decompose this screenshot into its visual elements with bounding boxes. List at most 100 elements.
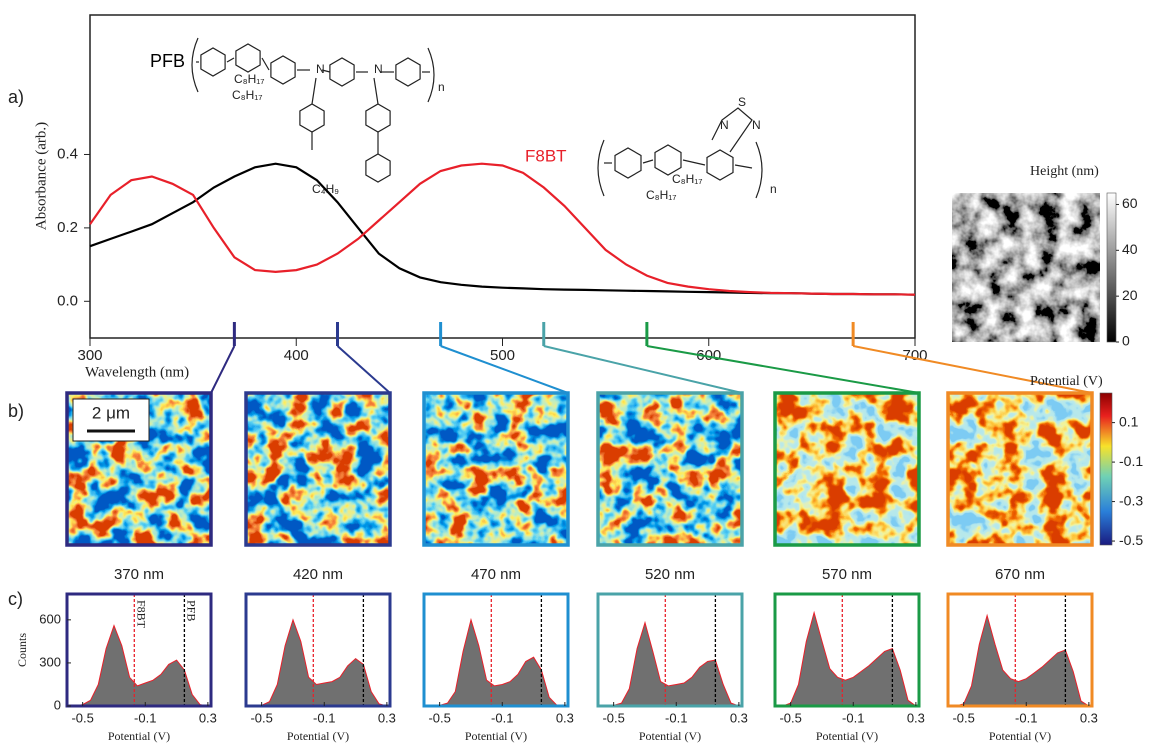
x-tick-label: -0.1 (134, 710, 156, 725)
y-axis-label: Absorbance (arb.) (33, 122, 49, 230)
structure-label: n (438, 80, 445, 94)
ring (365, 103, 391, 133)
connector (440, 345, 569, 394)
x-tick-label: 600 (696, 347, 721, 364)
series-label: PFB (150, 51, 185, 71)
bracket (191, 37, 199, 93)
scale-bar-box (72, 398, 150, 442)
bracket (427, 47, 435, 103)
colorbar-tick-label: 20 (1122, 287, 1138, 303)
scale-bar-label: 2 μm (92, 403, 130, 422)
series-label: F8BT (525, 146, 567, 165)
map-title: 520 nm (645, 566, 695, 583)
y-tick-label: 600 (39, 611, 61, 626)
x-tick-label: 0.3 (199, 710, 217, 725)
ring (614, 147, 642, 179)
histogram-outline (74, 624, 208, 707)
x-tick-label: -0.1 (1015, 710, 1037, 725)
structure-label: n (770, 182, 777, 196)
bracket (597, 139, 605, 197)
ring (329, 57, 355, 87)
colorbar-tick-label: 40 (1122, 241, 1138, 257)
ring (706, 149, 734, 181)
bond (261, 57, 270, 71)
histogram-area (955, 615, 1089, 706)
connector (210, 345, 236, 394)
structure-label: C₈H₁₇ (646, 188, 676, 202)
potential-map (948, 393, 1092, 545)
histogram-outline (955, 613, 1090, 707)
x-axis-label: Potential (V) (816, 729, 878, 743)
histogram-frame (422, 592, 570, 708)
y-axis-label: Counts (15, 633, 29, 667)
map-frame (244, 391, 392, 547)
colorbar-tick-label: 0 (1122, 333, 1130, 349)
reference-label: PFB (185, 600, 199, 621)
structure-label: N (752, 118, 761, 132)
ring (654, 144, 682, 176)
histogram-area (431, 619, 565, 706)
structure-label: N (374, 62, 383, 76)
ring (270, 55, 296, 85)
map-frame (946, 391, 1094, 547)
x-tick-label: -0.1 (313, 710, 335, 725)
colorbar-title: Potential (V) (1030, 374, 1103, 389)
histogram-outline (253, 618, 388, 707)
y-tick-label: 300 (39, 654, 61, 669)
map-frame (773, 391, 921, 547)
bond (321, 69, 331, 73)
bond (226, 57, 235, 63)
x-axis-label: Potential (V) (639, 729, 701, 743)
x-tick-label: 0.3 (730, 710, 748, 725)
histogram-frame (946, 592, 1094, 708)
x-tick-label: -0.1 (842, 710, 864, 725)
bond (642, 159, 654, 164)
map-title: 420 nm (293, 566, 343, 583)
map-title: 670 nm (995, 566, 1045, 583)
panel-label: c) (8, 589, 23, 609)
ring (711, 107, 753, 153)
histogram-frame (244, 592, 392, 708)
bond (682, 159, 706, 166)
map-title: 370 nm (114, 566, 164, 583)
x-axis-label: Potential (V) (465, 729, 527, 743)
x-tick-label: -0.5 (602, 710, 624, 725)
panel-label: a) (8, 87, 24, 107)
plot-frame (89, 14, 916, 339)
ring (365, 153, 391, 183)
map-frame (65, 391, 213, 547)
potential-map (424, 393, 568, 545)
ring (395, 57, 421, 87)
connector (852, 345, 1093, 394)
x-tick-label: 300 (77, 347, 102, 364)
histogram-outline (605, 620, 740, 707)
bond (734, 164, 753, 169)
x-tick-label: -0.5 (428, 710, 450, 725)
connector (336, 345, 391, 394)
x-tick-label: -0.1 (665, 710, 687, 725)
x-axis-label: Potential (V) (287, 729, 349, 743)
x-axis-label: Potential (V) (108, 729, 170, 743)
map-title: 570 nm (822, 566, 872, 583)
reference-label: F8BT (135, 600, 149, 629)
potential-map (775, 393, 919, 545)
ring (235, 43, 261, 73)
colorbar-tick-label: -0.5 (1119, 532, 1143, 548)
histogram-area (74, 625, 208, 706)
x-tick-label: -0.5 (250, 710, 272, 725)
x-tick-label: -0.5 (779, 710, 801, 725)
colorbar-tick-label: 60 (1122, 195, 1138, 211)
histogram-frame (596, 592, 744, 708)
colorbar-tick-label: 0.1 (1119, 413, 1139, 429)
potential-map (598, 393, 742, 545)
series-line (89, 162, 916, 296)
y-tick-label: 0 (54, 697, 61, 712)
y-tick-label: 0.4 (57, 145, 78, 162)
x-tick-label: 0.3 (1080, 710, 1098, 725)
map-title: 470 nm (471, 566, 521, 583)
histogram-area (782, 612, 916, 706)
x-tick-label: -0.5 (952, 710, 974, 725)
histogram-area (605, 622, 739, 706)
colorbar (1106, 192, 1117, 343)
